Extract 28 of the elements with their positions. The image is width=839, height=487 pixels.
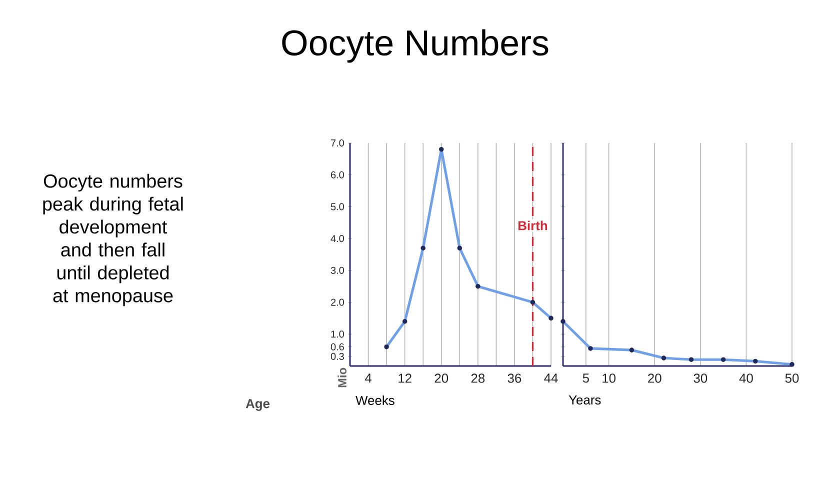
x-tick-label: 20	[648, 374, 662, 383]
chart-title: Oocyte Numbers	[282, 29, 548, 63]
y-axis-title: Mio	[338, 368, 346, 388]
x-tick-label: 40	[739, 374, 753, 383]
x-axis-title: Years	[568, 396, 601, 405]
y-tick-label: 0.6	[330, 343, 344, 350]
x-tick-label: 10	[602, 374, 616, 383]
text: Oocyte numbers peak during fetal development and then fall until depleted at menopause	[43, 174, 183, 306]
x-tick-label: 28	[471, 374, 485, 383]
x-tick-label: 4	[364, 374, 372, 383]
x-tick-label: 44	[544, 374, 558, 383]
x-tick-label: 30	[694, 374, 708, 383]
x-tick-label: 12	[398, 374, 412, 383]
x-axis-title: Weeks	[356, 396, 394, 406]
x-tick-label: 5	[582, 374, 589, 383]
y-tick-label: 7.0	[331, 139, 344, 147]
x-tick-label: 20	[434, 374, 448, 383]
y-tick-label: 2.0	[331, 298, 344, 306]
y-tick-label: 0.3	[330, 352, 344, 360]
y-tick-label: 1.0	[331, 330, 344, 338]
y-tick-label: 5.0	[330, 203, 344, 210]
y-tick-label: 4.0	[330, 235, 344, 242]
y-tick-label: 6.0	[331, 171, 344, 178]
x-tick-label: 36	[508, 374, 522, 383]
x-tick-label: 50	[785, 374, 799, 383]
text: Age	[246, 399, 270, 411]
y-tick-label: 3.0	[330, 266, 344, 274]
ref-line-label: Birth	[518, 220, 548, 230]
